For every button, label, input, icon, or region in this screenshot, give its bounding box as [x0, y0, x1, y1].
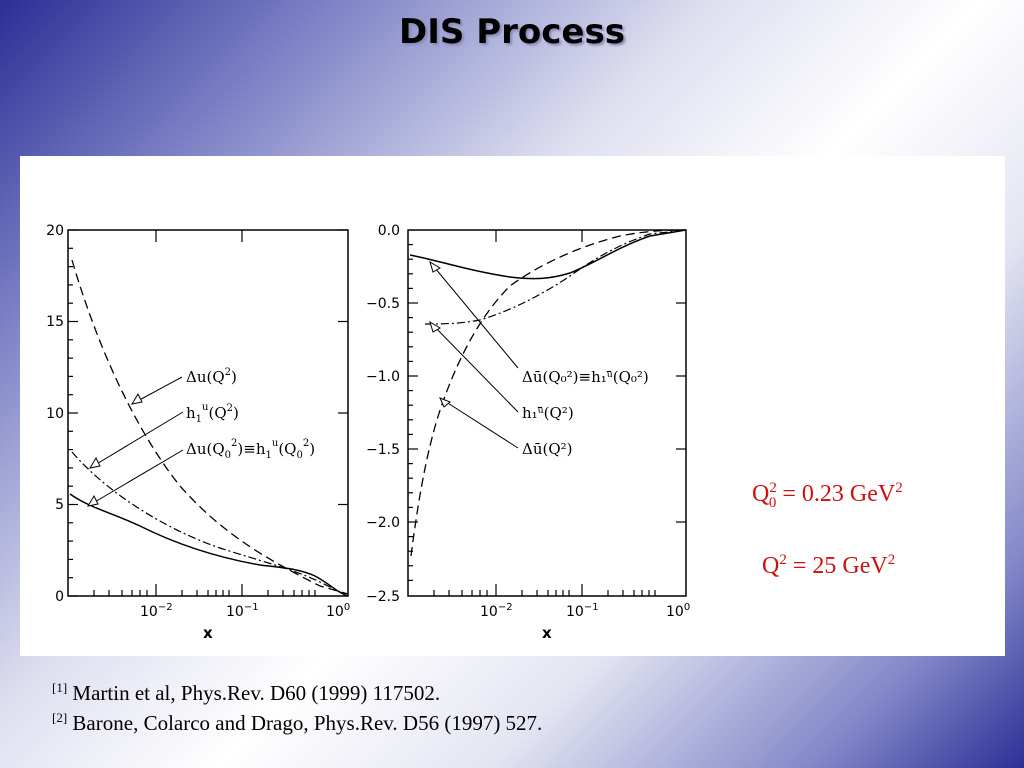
figure-panel: Δu(Q2) h1u(Q2) Δu(Q02)≡h1u(Q02) 20 15 10… [20, 156, 1005, 656]
left-ytick-10: 10 [46, 406, 64, 422]
right-plot-frame [407, 229, 687, 597]
right-xtick-1e0: 100 [666, 602, 690, 620]
right-solid-curve [409, 229, 687, 280]
reference-1-number: [1] [52, 680, 68, 695]
left-xtick-1e-1: 10−1 [226, 602, 259, 620]
references: [1] Martin et al, Phys.Rev. D60 (1999) 1… [52, 680, 542, 740]
left-label-delta-u-q0: Δu(Q02)≡h1u(Q02) [186, 438, 315, 461]
plots-figure: Δu(Q2) h1u(Q2) Δu(Q02)≡h1u(Q02) 20 15 10… [46, 223, 690, 642]
left-plot: Δu(Q2) h1u(Q2) Δu(Q02)≡h1u(Q02) 20 15 10… [46, 223, 350, 642]
reference-2-number: [2] [52, 710, 68, 725]
slide-title: DIS Process [399, 12, 625, 52]
right-arrows [429, 260, 519, 449]
left-dashed-curve [71, 259, 349, 595]
right-label-h1ubar: h₁ᵘ̄(Q²) [522, 404, 574, 422]
right-x-ticks [433, 230, 656, 596]
left-ytick-5: 5 [55, 497, 64, 513]
left-x-axis-label: x [203, 624, 213, 642]
right-ytick-0.0: 0.0 [378, 223, 400, 239]
right-xtick-1e-2: 10−2 [480, 602, 513, 620]
left-dashdot-curve [71, 451, 349, 597]
right-ytick-2.0: −2.0 [366, 515, 400, 531]
left-arrows [86, 376, 184, 507]
reference-1-text: Martin et al, Phys.Rev. D60 (1999) 11750… [72, 681, 441, 705]
left-label-h1u: h1u(Q2) [186, 402, 239, 425]
left-x-ticks [93, 230, 316, 596]
left-ytick-0: 0 [55, 589, 64, 605]
left-solid-curve [69, 493, 349, 597]
right-label-delta-ubar-q0: Δū(Q₀²)≡h₁ᵘ̄(Q₀²) [522, 368, 649, 386]
right-plot: Δū(Q₀²)≡h₁ᵘ̄(Q₀²) h₁ᵘ̄(Q²) Δū(Q²) 0.0 … [366, 223, 690, 642]
left-ytick-20: 20 [46, 223, 64, 239]
right-xtick-1e-1: 10−1 [566, 602, 599, 620]
reference-2-text: Barone, Colarco and Drago, Phys.Rev. D56… [72, 711, 543, 735]
right-x-axis-label: x [542, 624, 552, 642]
left-y-ticks [68, 229, 348, 597]
right-dashdot-curve [424, 229, 687, 325]
left-xtick-1e0: 100 [326, 602, 350, 620]
equation-q-squared: Q2 = 25 GeV2 [762, 552, 896, 579]
left-ytick-15: 15 [46, 314, 64, 330]
equation-q0-squared: Q20 = 0.23 GeV2 [752, 480, 903, 511]
reference-1: [1] Martin et al, Phys.Rev. D60 (1999) 1… [52, 680, 542, 710]
left-label-delta-u: Δu(Q2) [186, 367, 237, 386]
right-y-ticks [408, 243, 686, 581]
right-ytick-2.5: −2.5 [366, 589, 400, 605]
right-ytick-1.0: −1.0 [366, 369, 400, 385]
right-label-delta-ubar: Δū(Q²) [522, 440, 573, 458]
right-ytick-0.5: −0.5 [366, 296, 400, 312]
left-xtick-1e-2: 10−2 [140, 602, 173, 620]
right-dashed-curve [410, 229, 687, 557]
right-ytick-1.5: −1.5 [366, 442, 400, 458]
reference-2: [2] Barone, Colarco and Drago, Phys.Rev.… [52, 710, 542, 740]
